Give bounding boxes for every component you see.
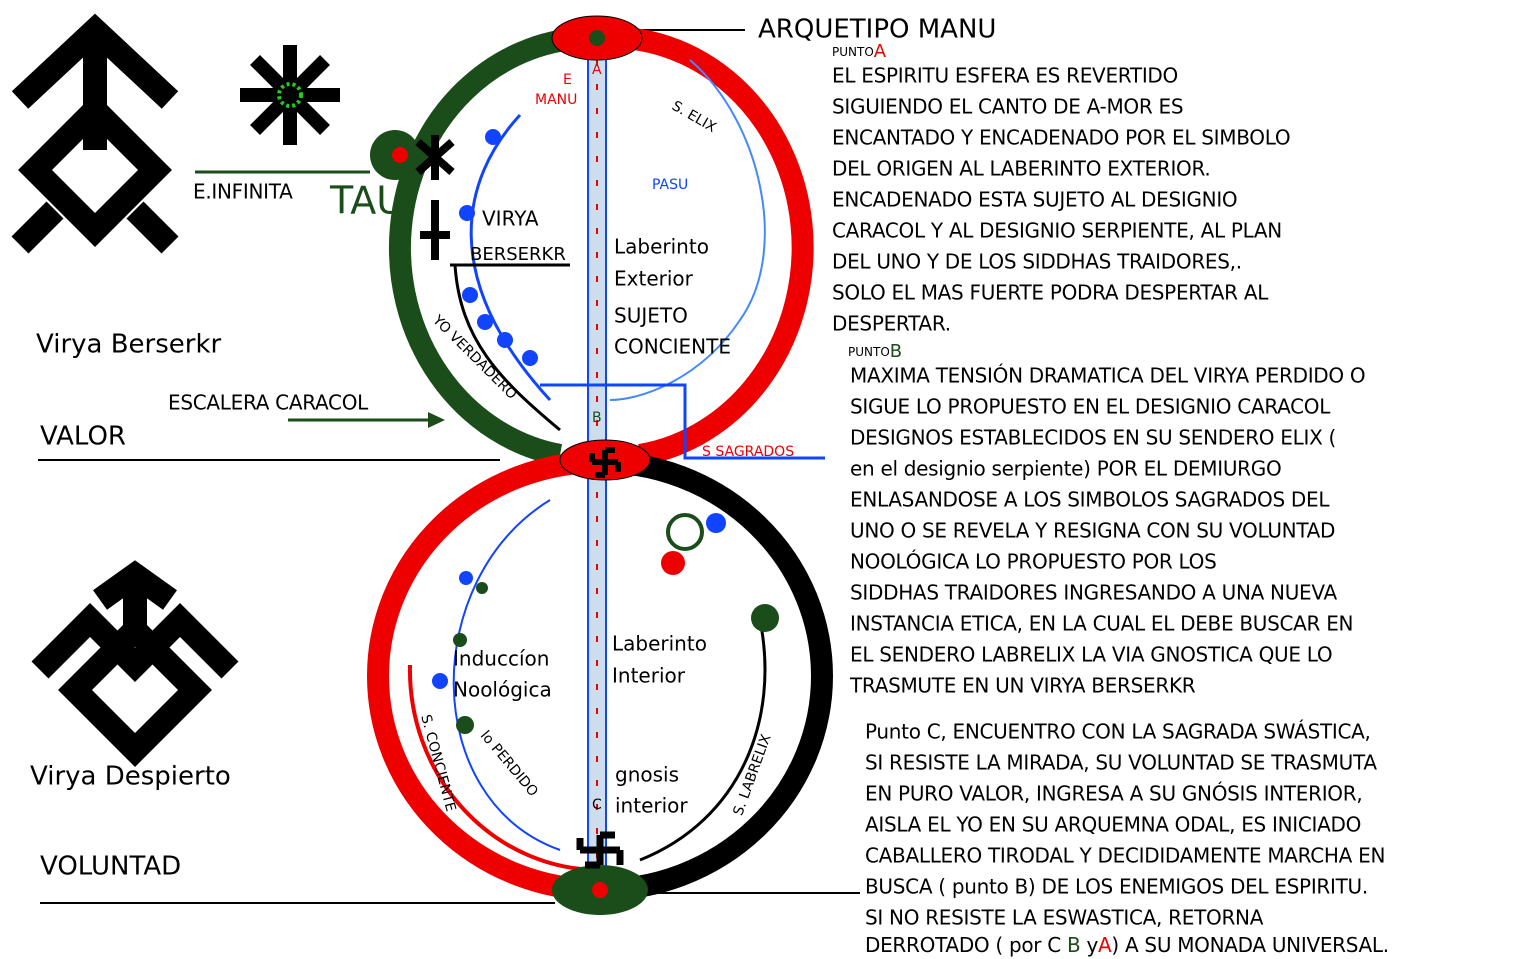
text: y [1080,933,1098,957]
last-line: DERROTADO ( por C B yA) A SU MONADA UNIV… [865,933,1389,957]
paragraph-line: MAXIMA TENSIÓN DRAMATICA DEL VIRYA PERDI… [850,364,1365,388]
ring-node [668,515,702,549]
paragraph-line: BUSCA ( punto B) DE LOS ENEMIGOS DEL ESP… [865,875,1368,899]
diagram: ARQUETIPO MANU Virya Berserkr VALOR Viry… [0,0,1515,959]
paragraph-line: TRASMUTE EN UN VIRYA BERSERKR [849,674,1196,698]
rune-top [20,30,170,245]
paragraph-line: Punto C, ENCUENTRO CON LA SAGRADA SWÁSTI… [865,720,1371,744]
label: A [592,62,602,78]
title: ARQUETIPO MANU [758,15,996,45]
label: TAU [329,179,404,223]
label: MANU [535,92,577,108]
paragraph-line: DESPERTAR. [832,312,951,336]
paragraph-line: SI NO RESISTE LA ESWASTICA, RETORNA [865,906,1264,930]
paragraph-line: SIDDHAS TRAIDORES INGRESANDO A UNA NUEVA [850,581,1337,605]
label: C [592,797,602,813]
label: Exterior [614,267,694,291]
punto-letter: A [874,41,887,62]
bottom-dot [592,882,608,898]
punto-b-label: PUNTOB [848,341,902,362]
label: VIRYA [482,207,539,231]
text: DERROTADO ( por C [865,933,1067,957]
label: lo PERDIDO [477,728,541,800]
paragraph-line: EL SENDERO LABRELIX LA VIA GNOSTICA QUE … [850,643,1332,667]
paragraph-line: en el designio serpiente) POR EL DEMIURG… [850,457,1281,481]
top-dot [589,30,605,46]
label: PASU [652,177,688,193]
paragraph-line: UNO O SE REVELA Y RESIGNA CON SU VOLUNTA… [850,519,1335,543]
induccion-path [454,500,560,850]
paragraph-line: ENCADENADO ESTA SUJETO AL DESIGNIO [832,188,1237,212]
label: Interior [612,664,686,688]
paragraph-line: EL ESPIRITU ESFERA ES REVERTIDO [832,64,1178,88]
paragraph-line: NOOLÓGICA LO PROPUESTO POR LOS [850,550,1217,574]
rune-bottom [40,575,230,750]
text: ) A SU MONADA UNIVERSAL. [1111,933,1388,957]
paragraph-line: ENCANTADO Y ENCADENADO POR EL SIMBOLO [832,126,1290,150]
paragraph-line: EN PURO VALOR, INGRESA A SU GNÓSIS INTER… [865,782,1362,806]
paragraph-line: DESIGNOS ESTABLECIDOS EN SU SENDERO ELIX… [850,426,1336,450]
paragraph-line: SI RESISTE LA MIRADA, SU VOLUNTAD SE TRA… [865,751,1377,775]
label: Noológica [453,678,552,702]
label: SUJETO [614,304,688,328]
red-bead [661,551,685,575]
paragraph-line: INSTANCIA ETICA, EN LA CUAL EL DEBE BUSC… [850,612,1353,636]
paragraph-line: DEL ORIGEN AL LABERINTO EXTERIOR. [832,157,1210,181]
punto-a-label: PUNTOA [832,41,887,62]
swastika [580,835,620,865]
paragraph-line: AISLA EL YO EN SU ARQUEMNA ODAL, ES INIC… [865,813,1361,837]
label: E [563,72,572,88]
label: Induccíon [453,647,549,671]
paragraph-line: SIGUE LO PROPUESTO EN EL DESIGNIO CARACO… [850,395,1331,419]
label: gnosis [615,763,679,787]
arrowhead [428,412,445,428]
paragraph-line: SOLO EL MAS FUERTE PODRA DESPERTAR AL [832,281,1269,305]
paragraph-line: CARACOL Y AL DESIGNIO SERPIENTE, AL PLAN [832,219,1282,243]
paragraph-line: ENLASANDOSE A LOS SIMBOLOS SAGRADOS DEL [850,488,1330,512]
paragraph-line: SIGUIENDO EL CANTO DE A-MOR ES [832,95,1183,119]
label: ESCALERA CARACOL [168,391,369,415]
label: Laberinto [612,632,707,656]
label: interior [615,794,688,818]
paragraph-line: DEL UNO Y DE LOS SIDDHAS TRAIDORES,. [832,250,1242,274]
label: E.INFINITA [193,180,293,204]
label: S. ELIX [669,98,719,136]
label: Virya Berserkr [36,330,222,360]
label: VALOR [40,422,126,452]
paragraph-line: CABALLERO TIRODAL Y DECIDIDAMENTE MARCHA… [865,844,1385,868]
label: BERSERKR [470,244,566,265]
label: Virya Despierto [30,762,231,792]
label: S SAGRADOS [702,444,794,460]
punto-word: PUNTO [848,345,890,359]
label: Laberinto [614,235,709,259]
label: CONCIENTE [614,335,731,359]
text: A [1098,933,1112,957]
text: B [1067,933,1080,957]
label: B [592,410,602,426]
einf-dot [392,147,408,163]
punto-word: PUNTO [832,45,874,59]
punto-letter: B [890,341,902,362]
star [240,45,340,145]
label: VOLUNTAD [40,852,181,882]
